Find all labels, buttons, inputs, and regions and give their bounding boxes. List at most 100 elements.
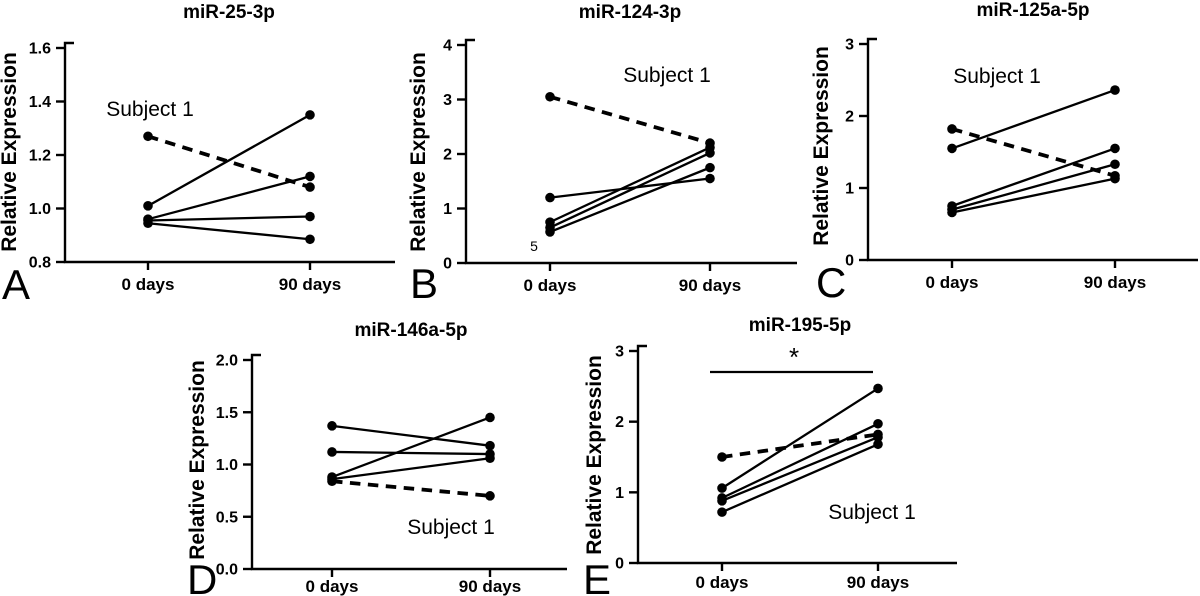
data-point	[305, 234, 315, 245]
x-axis-tick-label: 0 days	[122, 275, 175, 294]
x-axis-tick-label: 90 days	[1084, 273, 1146, 292]
x-axis-tick-label: 90 days	[279, 275, 341, 294]
y-axis-tick-label: 1	[615, 485, 624, 502]
data-point	[485, 453, 495, 464]
data-point	[947, 124, 957, 134]
data-point	[305, 171, 315, 182]
data-point	[1110, 85, 1120, 95]
panel-title: miR-146a-5p	[355, 320, 468, 341]
y-axis-tick-label: 4	[443, 38, 452, 55]
series-line-subject-2	[549, 177, 711, 199]
y-axis-tick-label: 0	[443, 256, 452, 273]
data-point	[327, 447, 337, 457]
y-axis-tick-label: 1	[443, 201, 452, 218]
series-line-subject-3	[721, 422, 879, 500]
data-point	[327, 421, 337, 431]
x-axis-tick-label: 0 days	[306, 577, 359, 596]
panel-letter: A	[2, 261, 30, 308]
panel-title: miR-195-5p	[749, 315, 851, 336]
data-point	[305, 182, 315, 192]
y-axis-tick-label: 0	[615, 556, 624, 573]
data-point	[143, 131, 153, 142]
series-line-subject-2	[721, 387, 879, 490]
significance-asterisk: *	[789, 342, 799, 372]
data-point	[1110, 173, 1120, 184]
data-point	[545, 192, 555, 203]
x-axis-tick-label: 0 days	[926, 273, 979, 292]
y-axis-tick-label: 1.0	[29, 201, 51, 218]
data-point	[485, 440, 495, 451]
series-line-subject-4	[721, 436, 879, 502]
data-point	[1110, 143, 1120, 154]
y-axis-label: Relative Expression	[407, 52, 430, 252]
y-axis-tick-label: 1.6	[29, 41, 51, 58]
data-point	[485, 412, 495, 423]
series-line-subject-5	[147, 222, 311, 241]
series-line-subject-2	[147, 113, 311, 207]
y-axis-label: Relative Expression	[583, 355, 606, 555]
series-line-subject-5	[331, 457, 491, 481]
subject-label: Subject 1	[106, 98, 194, 121]
panel-letter: C	[816, 259, 846, 306]
panel-miR-125a-5p: 0 1 2 3 0 days 90 days miR-125a-5p Relative Exp…	[810, 0, 1198, 306]
data-point	[485, 491, 495, 501]
y-axis-tick-label: 0.5	[216, 509, 238, 526]
subject-label: Subject 1	[828, 501, 916, 524]
y-axis-tick-label: 2.0	[216, 353, 238, 370]
y-axis-tick-label: 1.5	[216, 405, 238, 422]
panel-miR-146a-5p: 0.0 0.5 1.0 1.5 2.0 0 days 90 days miR-146a-5p R…	[186, 320, 567, 596]
axis-frame	[250, 353, 567, 571]
series-line-subject-4	[951, 163, 1116, 211]
axis-frame	[866, 37, 1198, 262]
data-point	[705, 148, 715, 158]
panel-miR-195-5p: 0 1 2 3 0 days 90 days * miR-195-5p Relative Exp…	[583, 315, 957, 596]
axis-frame	[636, 344, 957, 565]
panel-title: miR-125a-5p	[977, 0, 1090, 21]
data-point	[143, 218, 153, 229]
panel-miR-25-3p: 0.8 1.0 1.2 1.4 1.6 0 days 90 days miR-25-3p Rel…	[0, 2, 395, 308]
data-point	[947, 207, 957, 218]
y-axis-tick-label: 3	[443, 92, 452, 109]
panel-miR-124-3p: 0 1 2 3 4 0 days 90 days 5 miR-124-3p Relative Ex…	[407, 2, 797, 307]
panel-letter: B	[410, 260, 438, 307]
series-line-subject-3	[147, 175, 311, 221]
series-line-subject-5	[549, 166, 711, 234]
series-line-subject-4	[331, 416, 491, 479]
y-axis-tick-label: 3	[845, 37, 854, 54]
x-axis-tick-label: 0 days	[524, 276, 577, 295]
data-point	[305, 211, 315, 222]
series-line-subject-1	[331, 479, 491, 498]
y-axis-tick-label: 1.0	[216, 457, 238, 474]
panel-letter: E	[583, 556, 611, 596]
data-point	[717, 496, 727, 506]
y-axis-label: Relative Expression	[186, 360, 209, 560]
series-line-subject-3	[951, 147, 1116, 208]
data-point	[705, 162, 715, 173]
series-line-subject-1	[549, 94, 711, 145]
data-point	[873, 383, 883, 394]
y-axis-tick-label: 0	[845, 253, 854, 270]
data-point	[717, 483, 727, 493]
y-axis-tick-label: 2	[443, 147, 452, 164]
x-axis-tick-label: 90 days	[679, 276, 741, 295]
data-point	[717, 507, 727, 517]
x-axis-tick-label: 90 days	[847, 573, 909, 592]
y-axis-tick-label: 2	[845, 109, 854, 126]
y-axis-tick-label: 1	[845, 181, 854, 198]
data-point	[705, 173, 715, 184]
x-axis-tick-label: 0 days	[696, 573, 749, 592]
data-point	[545, 227, 555, 237]
data-point	[947, 143, 957, 154]
data-point	[873, 432, 883, 443]
y-axis-label: Relative Expression	[0, 52, 21, 252]
panel-letter: D	[187, 556, 217, 596]
point-count-note: 5	[530, 238, 538, 254]
x-axis-tick-label: 90 days	[459, 577, 521, 596]
series-line-subject-1	[951, 127, 1116, 178]
y-axis-tick-label: 2	[615, 414, 624, 431]
data-point	[1110, 159, 1120, 170]
series-line-subject-4	[147, 215, 311, 222]
series-line-subject-2	[331, 424, 491, 447]
series-line-subject-2	[951, 88, 1116, 150]
